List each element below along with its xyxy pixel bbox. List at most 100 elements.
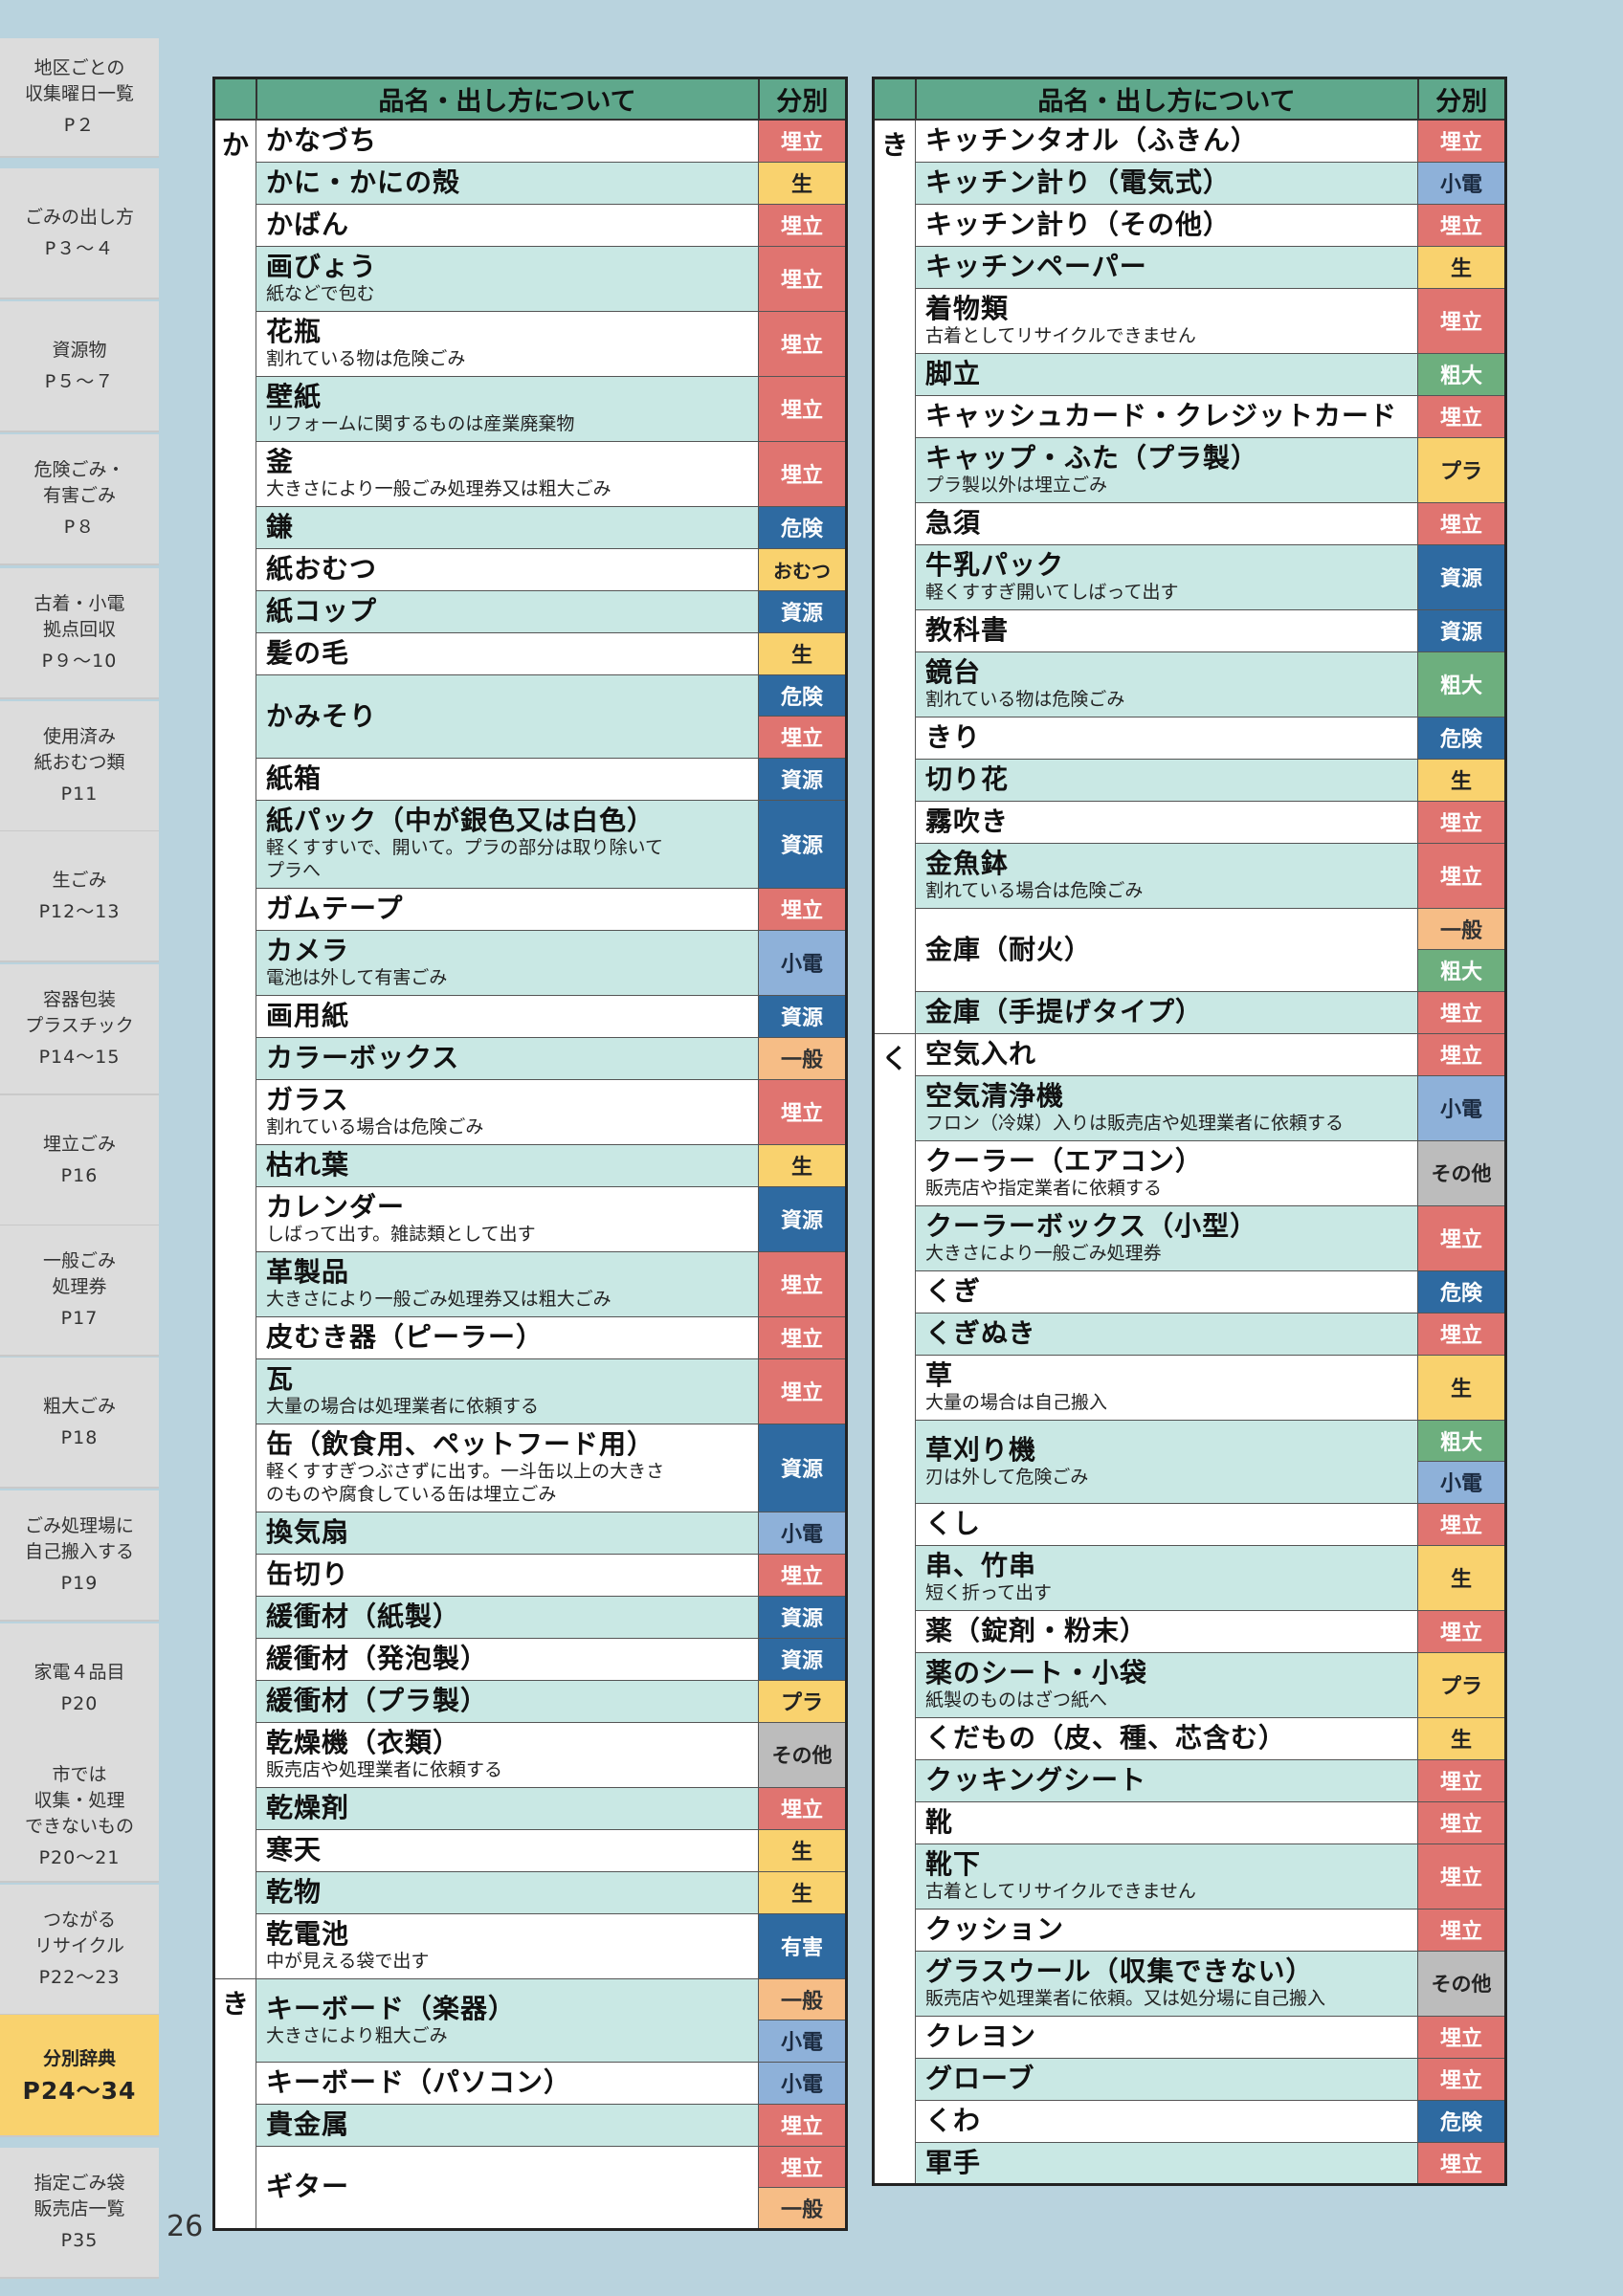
table-row: 緩衝材（プラ製） プラ [214, 1679, 847, 1723]
sidebar-tab-16[interactable]: 分別辞典 P24～34 [0, 2015, 159, 2137]
item-cell: 壁紙 リフォームに関するものは産業廃棄物 [256, 375, 759, 442]
table-row: 枯れ葉 生 [214, 1143, 847, 1187]
item-name: 空気清浄機 [925, 1080, 1065, 1112]
sidebar-tab-label: 粗大ごみ [42, 1395, 116, 1417]
sidebar-tab-3[interactable]: 資源物 P５～７ [0, 301, 159, 432]
sidebar-tab-7[interactable]: 生ごみ P12～13 [0, 831, 159, 962]
table-row: 切り花 生 [874, 758, 1506, 802]
item-name: 緩衝材（紙製） [266, 1601, 461, 1632]
sidebar-tab-14[interactable]: 市では 収集・処理 できないもの P20～21 [0, 1752, 159, 1883]
sidebar-tab-2[interactable]: ごみの出し方 P３～４ [0, 168, 159, 299]
item-cell: キーボード（パソコン） [256, 2061, 759, 2105]
table-row: カラーボックス 一般 [214, 1036, 847, 1080]
item-name: 皮むき器（ピーラー） [266, 1321, 545, 1353]
table-row: 薬のシート・小袋 紙製のものはざつ紙へ プラ [874, 1651, 1506, 1718]
category-badge: 埋立 [758, 203, 847, 247]
sidebar-tab-4[interactable]: 危険ごみ・ 有害ごみ P８ [0, 434, 159, 565]
item-note: 古着としてリサイクルできません [925, 325, 1196, 346]
item-name: くわ [925, 2105, 982, 2136]
sidebar-tab-8[interactable]: 容器包装 プラスチック P14～15 [0, 964, 159, 1095]
sidebar-tab-10[interactable]: 一般ごみ 処理券 P17 [0, 1225, 159, 1357]
table-row: 釜大きさにより一般ごみ処理券又は粗大ごみ 埋立 [214, 440, 847, 507]
item-cell: 軍手 [915, 2141, 1418, 2185]
header-item: 品名・出し方について [914, 77, 1419, 121]
item-name: 紙コップ [266, 595, 378, 627]
category-badge: 埋立 [758, 1358, 847, 1424]
category-badge: 一般 [758, 1977, 847, 2020]
category-badge: プラ [758, 1679, 847, 1723]
item-name: 瓦 [266, 1363, 295, 1395]
item-name: 着物類 [925, 293, 1010, 324]
item-cell: ガラス 割れている場合は危険ごみ [256, 1078, 759, 1145]
item-name: かなづち [266, 124, 378, 157]
sidebar-tab-1[interactable]: 地区ごとの 収集曜日一覧 P２ [0, 38, 159, 158]
item-name: かばん [266, 209, 350, 240]
sidebar-tab-page: P５～７ [44, 370, 115, 392]
category-badge: 粗大 [1417, 651, 1506, 718]
item-name: キーボード（楽器） [266, 1992, 517, 2024]
sidebar-tab-13[interactable]: 家電４品目 P20 [0, 1623, 159, 1755]
item-cell: 草大量の場合は自己搬入 [915, 1354, 1418, 1421]
item-cell: キャップ・ふた（プラ製） プラ製以外は埋立ごみ [915, 436, 1418, 503]
table-row: 紙コップ 資源 [214, 589, 847, 633]
category-badge: 生 [1417, 1716, 1506, 1760]
sidebar-tab-15[interactable]: つながる リサイクル P22～23 [0, 1885, 159, 2016]
table-row: 軍手 埋立 [874, 2141, 1506, 2185]
category-badge: 生 [1417, 1354, 1506, 1421]
category-badge: 小電 [1417, 1461, 1506, 1504]
item-note: 古着としてリサイクルできません [925, 1881, 1196, 1902]
item-cell: キッチンペーパー [915, 245, 1418, 289]
item-cell: 紙おむつ [256, 547, 759, 591]
item-cell: クッキングシート [915, 1758, 1418, 1802]
table-row: 壁紙 リフォームに関するものは産業廃棄物 埋立 [214, 375, 847, 442]
item-name: 紙おむつ [266, 553, 378, 585]
sidebar-tab-label: 資源物 [52, 339, 107, 361]
sidebar-tab-9[interactable]: 埋立ごみ P16 [0, 1095, 159, 1226]
category-badge: 資源 [758, 1423, 847, 1512]
item-name: ギター [266, 2171, 350, 2202]
category-badge: 生 [1417, 245, 1506, 289]
sidebar-tab-page: P20 [60, 1692, 99, 1714]
item-name: カメラ [266, 935, 350, 966]
item-name: 乾燥機（衣類） [266, 1727, 461, 1758]
category-badge: 粗大 [1417, 1419, 1506, 1462]
item-name: かみそり [266, 699, 378, 732]
category-badge: 埋立 [758, 375, 847, 442]
table-row: キーボード（パソコン） 小電 [214, 2061, 847, 2105]
sidebar-tab-5[interactable]: 古着・小電 拠点回収 P９～10 [0, 568, 159, 699]
sidebar-tab-label: ごみ処理場に 自己搬入する [24, 1515, 134, 1562]
item-name: くぎ [925, 1275, 982, 1307]
sidebar-tab-11[interactable]: 粗大ごみ P18 [0, 1358, 159, 1489]
item-cell: かなづち [256, 119, 759, 163]
category-badge: プラ [1417, 436, 1506, 503]
sidebar-tab-label: 使用済み 紙おむつ類 [33, 726, 125, 773]
item-name: 切り花 [925, 763, 1010, 795]
sidebar-tab-page: P16 [60, 1164, 99, 1186]
item-cell: 教科書 [915, 608, 1418, 652]
item-cell: 紙パック（中が銀色又は白色） 軽くすすいで、開いて。プラの部分は取り除いて プラへ [256, 799, 759, 889]
item-cell: 枯れ葉 [256, 1143, 759, 1187]
table-row: 霧吹き 埋立 [874, 800, 1506, 844]
sidebar-tab-6[interactable]: 使用済み 紙おむつ類 P11 [0, 701, 159, 832]
table-row: 金庫（手提げタイプ） 埋立 [874, 990, 1506, 1034]
sidebar-tab-12[interactable]: ごみ処理場に 自己搬入する P19 [0, 1490, 159, 1622]
item-name: 草 [925, 1359, 954, 1391]
category-badge: 危険 [758, 673, 847, 717]
table-row: 寒天 生 [214, 1828, 847, 1872]
category-badge: 埋立 [758, 245, 847, 312]
table-row: 瓦大量の場合は処理業者に依頼する 埋立 [214, 1358, 847, 1424]
item-name: 革製品 [266, 1256, 350, 1288]
category-badge: 資源 [1417, 608, 1506, 652]
item-cell: くし [915, 1502, 1418, 1546]
sidebar-tab-17[interactable]: 指定ごみ袋 販売店一覧 P35 [0, 2148, 159, 2279]
table-row: くわ 危険 [874, 2099, 1506, 2143]
category-badge: 埋立 [1417, 287, 1506, 354]
category-badge: 埋立 [758, 1078, 847, 1145]
sidebar-tab-page: P18 [60, 1426, 99, 1448]
item-name: 軍手 [925, 2146, 982, 2178]
sidebar-tab-page: P19 [60, 1573, 99, 1594]
category-badge: 埋立 [758, 716, 847, 759]
sidebar-tab-page: P22～23 [38, 1967, 121, 1988]
category-badge: 埋立 [758, 119, 847, 163]
item-cell: 缶切り [256, 1553, 759, 1597]
